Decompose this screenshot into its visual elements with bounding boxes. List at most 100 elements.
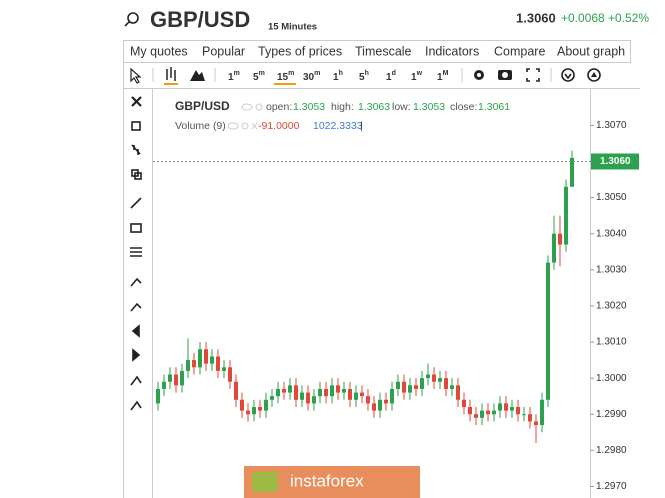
timeframe-button[interactable]: 5m [253,70,265,83]
candle-body [216,356,220,371]
volume-label: Volume (9) [175,120,226,132]
legend-value: 1.3053 [293,101,325,113]
timeframe-unit: h [339,70,343,77]
candle-body [534,421,538,426]
camera-icon[interactable] [498,70,512,80]
menu-item[interactable]: About graph [557,44,625,58]
candle-body [342,388,346,393]
timeframe-button[interactable]: 1m [228,70,240,83]
candle-body [252,407,256,415]
menu-item[interactable]: Types of prices [258,44,342,58]
candle-body [276,388,280,397]
candle-body [180,370,184,386]
y-tick-label: 1.3010 [596,337,627,348]
candle-body [270,396,274,400]
tool-prev[interactable] [131,324,140,338]
timeframe-button[interactable]: 1w [411,70,423,83]
toolbar: 1m 5m 15m 30m 1h 5h 1d 1w 1M [130,67,601,85]
y-tick-label: 1.2970 [596,481,627,492]
menu-item[interactable]: Compare [494,44,545,58]
candle-body [210,356,214,364]
legend-label: low: [392,101,411,113]
y-tick-label: 1.2990 [596,409,627,420]
tool-zoom-in[interactable] [130,277,142,287]
candle-body [420,378,424,389]
timeframe-label: 15 Minutes [268,22,317,33]
candle-body [168,374,172,382]
timeframe-button[interactable]: 1M [437,70,449,83]
fullscreen-icon[interactable] [526,68,540,82]
upload-icon[interactable] [587,68,601,82]
candle-body [414,385,418,389]
candle-body [510,407,514,411]
timeframe-unit: m [234,70,240,77]
menu-item[interactable]: My quotes [130,44,188,58]
tool-remove[interactable] [131,96,142,107]
candle-body [192,360,196,368]
search-icon[interactable] [124,12,139,27]
candle-body [228,367,232,382]
timeframe-unit: m [314,70,320,77]
active-timeframe [274,83,296,85]
timeframe-unit: h [365,70,369,77]
candle-body [462,399,466,408]
timeframe-button[interactable]: 30m [303,70,320,83]
timeframe-button[interactable]: 15m [277,70,294,83]
candle-body [498,403,502,411]
legend-label: close: [450,101,477,113]
download-icon[interactable] [561,68,575,82]
tool-zoom-out[interactable] [130,302,142,312]
tool-line[interactable] [130,197,142,209]
settings-icon[interactable] [474,70,484,80]
watermark-text: instaforex [290,471,364,490]
tool-reset[interactable] [130,400,142,411]
menu-item[interactable]: Indicators [425,44,479,58]
tool-select[interactable] [131,121,141,131]
area-type[interactable] [190,70,205,81]
candle-body [186,360,190,371]
legend-value: 1.3063 [358,101,390,113]
tool-magnet[interactable] [131,144,141,155]
candle-body [162,381,166,389]
tool-fib[interactable] [130,247,142,257]
timeframe-unit: d [392,70,396,77]
legend-value: 1.3053 [413,101,445,113]
candle-body [450,385,454,389]
menu-item[interactable]: Popular [202,44,245,58]
candle-body [504,403,508,411]
menu-bar [123,40,631,63]
cursor-tool[interactable] [130,67,142,84]
volume-separator: | [360,120,363,132]
timeframe-button[interactable]: 1h [333,70,343,83]
candle-body [444,378,448,389]
y-tick-label: 1.2980 [596,445,627,456]
legend-icons [227,103,263,130]
candle-type[interactable] [166,67,176,81]
candle-body [432,374,436,382]
candle-body [474,414,478,418]
timeframe-number: 1 [228,72,234,83]
tool-next[interactable] [132,348,141,362]
tool-pan[interactable] [130,375,142,386]
timeframe-number: 5 [253,72,259,83]
timeframe-number: 1 [386,72,392,83]
menu-item[interactable]: Timescale [355,44,412,58]
tool-rect[interactable] [130,223,142,233]
candle-body [174,374,178,386]
candle-body [546,262,550,400]
y-tick-label: 1.3040 [596,228,627,239]
candle-body [396,381,400,389]
candle-body [390,388,394,404]
timeframe-button[interactable]: 1d [386,70,396,83]
candle-body [558,233,562,245]
candle-body [360,392,364,397]
timeframe-button[interactable]: 5h [359,70,369,83]
legend-label: open: [266,101,292,113]
candle-body [528,414,532,422]
timeframe-unit: m [259,70,265,77]
candle-body [282,388,286,393]
candle-body [438,378,442,382]
legend-value: 1.3061 [478,101,510,113]
timeframe-number: 30 [303,72,315,83]
